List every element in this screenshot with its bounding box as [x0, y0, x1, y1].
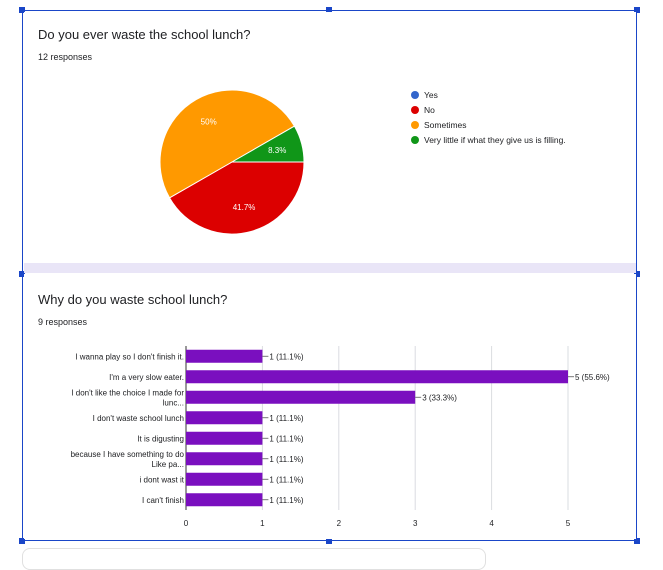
bar-category-label: i dont wast it	[140, 475, 185, 484]
legend-item-very-little: Very little if what they give us is fill…	[411, 135, 566, 145]
bar-value-label: 1 (11.1%)	[269, 352, 303, 361]
bar-value-label: 1 (11.1%)	[269, 475, 303, 484]
legend-label: Yes	[424, 90, 438, 100]
next-card-edge	[22, 548, 486, 570]
bar-category-label: because I have something to do	[71, 450, 185, 459]
x-tick-label: 4	[489, 519, 494, 528]
response-count: 12 responses	[38, 52, 93, 62]
resize-handle-mid-right[interactable]	[634, 271, 640, 277]
bar	[186, 431, 263, 445]
x-tick-label: 5	[566, 519, 571, 528]
x-tick-label: 0	[184, 519, 189, 528]
legend-item-yes: Yes	[411, 90, 438, 100]
legend-swatch	[411, 136, 419, 144]
bar-value-label: 5 (55.6%)	[575, 373, 610, 382]
resize-handle-bottom-center[interactable]	[326, 538, 332, 544]
bar-category-label: I can't finish	[142, 496, 184, 505]
bar-value-label: 1 (11.1%)	[269, 496, 303, 505]
bar	[186, 452, 263, 466]
bar-category-label: lunc...	[163, 398, 184, 407]
x-tick-label: 1	[260, 519, 265, 528]
pie-slice	[159, 89, 296, 199]
bar	[186, 493, 263, 507]
bar-category-label: I wanna play so I don't finish it.	[75, 352, 184, 361]
legend-label: Sometimes	[424, 120, 467, 130]
pie-slice-label: 8.3%	[268, 146, 286, 155]
bar-category-label: I don't waste school lunch	[93, 414, 184, 423]
resize-handle-bottom-right[interactable]	[634, 538, 640, 544]
pie-slice	[230, 125, 305, 163]
resize-handle-top-left[interactable]	[19, 7, 25, 13]
bar	[186, 411, 263, 425]
legend-swatch	[411, 91, 419, 99]
question-title: Why do you waste school lunch?	[38, 292, 228, 307]
bar-category-label: I don't like the choice I made for	[71, 388, 184, 397]
resize-handle-top-center[interactable]	[326, 7, 332, 13]
resize-handle-bottom-left[interactable]	[19, 538, 25, 544]
bar	[186, 472, 263, 486]
question-card-1: Do you ever waste the school lunch? 12 r…	[24, 12, 636, 263]
bar-value-label: 1 (11.1%)	[269, 434, 303, 443]
pie-slice-label: 41.7%	[233, 203, 256, 212]
legend-item-sometimes: Sometimes	[411, 120, 467, 130]
pie-slice	[168, 161, 305, 235]
bar-chart: 0 1 2 3 4 5 1 (11.1%) I wanna play so I don't f…	[71, 346, 610, 528]
bar-category-label: Like pa...	[152, 460, 184, 469]
bar-category-label: It is digusting	[137, 434, 184, 443]
bar-value-label: 1 (11.1%)	[269, 414, 303, 423]
bar	[186, 390, 416, 404]
resize-handle-top-right[interactable]	[634, 7, 640, 13]
question-title: Do you ever waste the school lunch?	[38, 27, 251, 42]
resize-handle-mid-left[interactable]	[19, 271, 25, 277]
legend-swatch	[411, 121, 419, 129]
section-separator	[24, 263, 636, 273]
bar	[186, 349, 263, 363]
question-card-2: Why do you waste school lunch? 9 respons…	[24, 274, 636, 539]
x-tick-label: 2	[337, 519, 342, 528]
bar-value-label: 1 (11.1%)	[269, 455, 303, 464]
pie-chart: 41.7% 50% 8.3%	[159, 89, 305, 235]
pie-slice-label: 50%	[201, 117, 217, 126]
bar-category-label: I'm a very slow eater.	[109, 373, 184, 382]
response-count: 9 responses	[38, 317, 88, 327]
bar	[186, 370, 568, 384]
bar-value-label: 3 (33.3%)	[422, 393, 457, 402]
legend-swatch	[411, 106, 419, 114]
legend-label: No	[424, 105, 435, 115]
legend-label: Very little if what they give us is fill…	[424, 135, 566, 145]
x-tick-label: 3	[413, 519, 418, 528]
legend-item-no: No	[411, 105, 435, 115]
